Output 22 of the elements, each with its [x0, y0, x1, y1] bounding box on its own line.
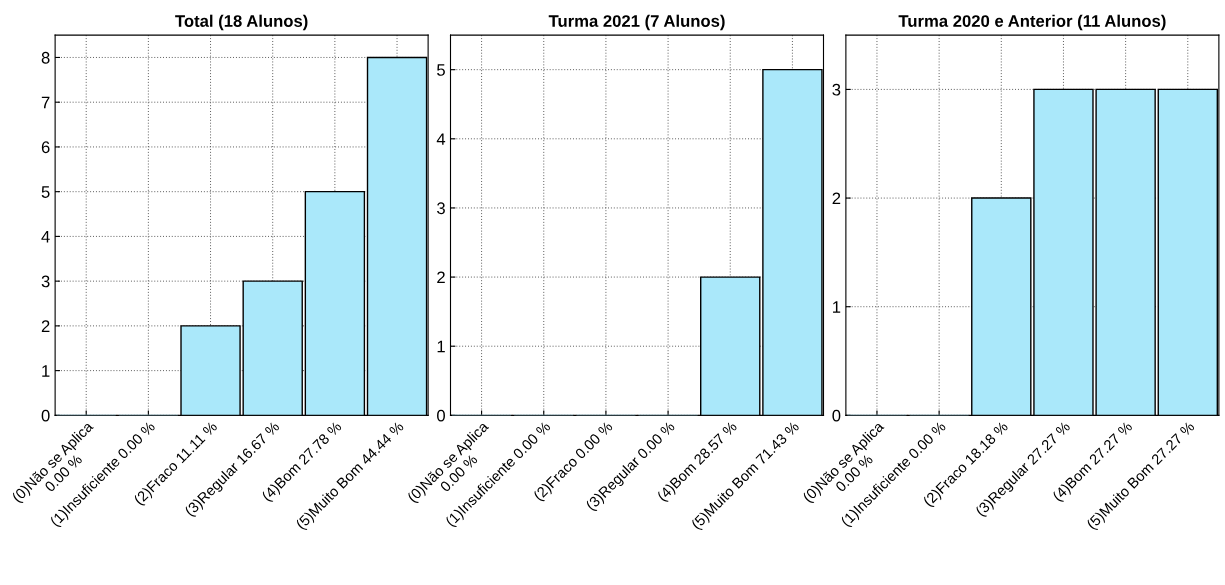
y-tick-label: 2 [832, 192, 841, 205]
y-tick-label: 7 [41, 96, 50, 109]
y-tick-label: 3 [437, 202, 445, 215]
y-tick-label: 4 [436, 133, 446, 145]
y-tick-label: 4 [41, 230, 50, 243]
y-tick-label: 1 [437, 340, 445, 353]
y-tick-label: 3 [832, 83, 841, 96]
y-tick-label: 1 [42, 365, 50, 377]
y-tick-label: 5 [41, 186, 50, 198]
y-tick-label: 3 [41, 275, 50, 288]
y-tick-label: 0 [832, 409, 841, 422]
y-tick-label: 0 [437, 409, 445, 422]
y-tick-label: 2 [41, 320, 50, 332]
y-tick-label: 6 [41, 141, 50, 154]
y-tick-label: 8 [41, 51, 50, 64]
chart-title: Total (18 Alunos) [175, 14, 308, 31]
y-tick-label: 2 [437, 271, 445, 284]
y-tick-label: 1 [833, 301, 841, 313]
chart-title: Turma 2021 (7 Alunos) [548, 14, 725, 31]
y-tick-label: 5 [437, 64, 445, 76]
chart-title: Turma 2020 e Anterior (11 Alunos) [898, 14, 1166, 31]
y-tick-label: 0 [41, 409, 50, 422]
